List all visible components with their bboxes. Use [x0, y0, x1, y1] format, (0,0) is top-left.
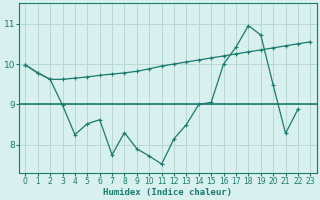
- X-axis label: Humidex (Indice chaleur): Humidex (Indice chaleur): [103, 188, 232, 197]
